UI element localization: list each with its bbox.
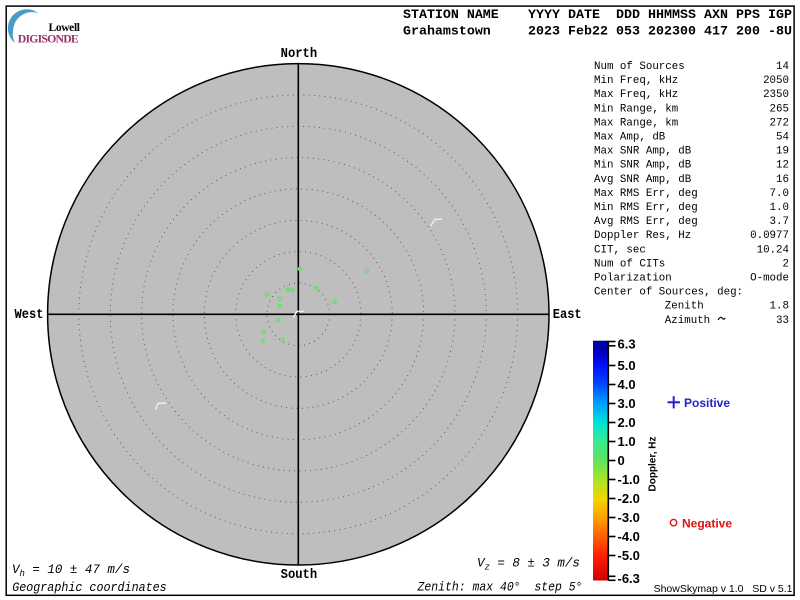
svg-text:Zenith: max 40° step 5°: Zenith: max 40° step 5° <box>417 580 583 595</box>
svg-text:Num of CITs: Num of CITs <box>594 258 665 270</box>
svg-text:Grahamstown: Grahamstown <box>403 24 491 39</box>
svg-text:CIT, sec: CIT, sec <box>594 244 646 256</box>
svg-text:Max Range, km: Max Range, km <box>594 117 678 129</box>
svg-text:33: 33 <box>776 315 789 327</box>
svg-text:Positive: Positive <box>684 396 730 410</box>
svg-text:North: North <box>281 46 318 62</box>
svg-text:2.0: 2.0 <box>618 415 636 430</box>
svg-text:19: 19 <box>776 146 789 158</box>
svg-text:2050: 2050 <box>763 75 789 87</box>
svg-text:0: 0 <box>618 453 625 468</box>
svg-text:Doppler Res, Hz: Doppler Res, Hz <box>594 230 691 242</box>
svg-text:4.0: 4.0 <box>618 377 636 392</box>
svg-text:Avg SNR Amp, dB: Avg SNR Amp, dB <box>594 174 692 186</box>
svg-text:1.0: 1.0 <box>618 434 636 449</box>
svg-text:1.0: 1.0 <box>770 202 789 214</box>
svg-text:Vh = 10 ± 47 m/s: Vh = 10 ± 47 m/s <box>12 563 130 579</box>
svg-text:South: South <box>281 567 318 583</box>
svg-text:-2.0: -2.0 <box>618 491 640 506</box>
svg-text:Azimuth: Azimuth <box>665 315 710 327</box>
svg-text:Max RMS Err, deg: Max RMS Err, deg <box>594 188 698 200</box>
svg-text:DIGISONDE: DIGISONDE <box>18 31 79 45</box>
svg-text:O-mode: O-mode <box>750 273 789 285</box>
svg-text:2350: 2350 <box>763 89 789 101</box>
svg-text:2023 Feb22 053 202300 417 200: 2023 Feb22 053 202300 417 200 -8U <box>528 24 792 39</box>
svg-text:East: East <box>553 307 582 323</box>
svg-text:-4.0: -4.0 <box>618 529 640 544</box>
svg-text:Zenith: Zenith <box>665 301 704 313</box>
svg-text:Avg RMS Err, deg: Avg RMS Err, deg <box>594 216 698 228</box>
svg-text:YYYY DATE DDD HHMMSS AXN PPS: YYYY DATE DDD HHMMSS AXN PPS IGP <box>528 7 792 22</box>
svg-text:-1.0: -1.0 <box>618 472 640 487</box>
svg-text:Min Range, km: Min Range, km <box>594 103 678 115</box>
svg-text:ShowSkymap v 1.0 SD v 5.1: ShowSkymap v 1.0 SD v 5.1 <box>654 583 793 595</box>
svg-text:Polarization: Polarization <box>594 273 672 285</box>
svg-text:Min RMS Err, deg: Min RMS Err, deg <box>594 202 698 214</box>
svg-text:3.0: 3.0 <box>618 396 636 411</box>
svg-text:7.0: 7.0 <box>770 188 789 200</box>
svg-text:54: 54 <box>776 132 789 144</box>
svg-text:5.0: 5.0 <box>618 358 636 373</box>
svg-text:Negative: Negative <box>682 517 732 531</box>
svg-text:Max Freq, kHz: Max Freq, kHz <box>594 89 678 101</box>
svg-text:STATION NAME: STATION NAME <box>403 7 499 22</box>
svg-text:Max SNR Amp, dB: Max SNR Amp, dB <box>594 146 692 158</box>
svg-text:-6.3: -6.3 <box>618 571 640 586</box>
svg-text:-5.0: -5.0 <box>618 548 640 563</box>
svg-text:West: West <box>15 307 44 323</box>
svg-text:Doppler, Hz: Doppler, Hz <box>648 436 659 491</box>
svg-text:-3.0: -3.0 <box>618 510 640 525</box>
svg-text:6.3: 6.3 <box>618 336 636 351</box>
svg-text:14: 14 <box>776 61 789 73</box>
svg-text:10.24: 10.24 <box>757 244 789 256</box>
svg-text:16: 16 <box>776 174 789 186</box>
svg-text:Vz = 8 ± 3 m/s: Vz = 8 ± 3 m/s <box>477 557 580 573</box>
svg-text:3.7: 3.7 <box>770 216 789 228</box>
svg-text:Min Freq, kHz: Min Freq, kHz <box>594 75 678 87</box>
svg-text:2: 2 <box>783 258 789 270</box>
svg-text:Max Amp, dB: Max Amp, dB <box>594 132 666 144</box>
svg-text:1.8: 1.8 <box>770 301 789 313</box>
svg-text:12: 12 <box>776 160 789 172</box>
svg-text:Geographic coordinates: Geographic coordinates <box>12 581 167 595</box>
svg-text:Lowell: Lowell <box>49 22 81 34</box>
svg-text:Center of Sources, deg:: Center of Sources, deg: <box>594 287 743 299</box>
svg-text:Num of Sources: Num of Sources <box>594 61 685 73</box>
svg-text:272: 272 <box>770 117 789 129</box>
svg-text:0.0977: 0.0977 <box>750 230 789 242</box>
svg-text:265: 265 <box>770 103 789 115</box>
svg-text:Min SNR Amp, dB: Min SNR Amp, dB <box>594 160 692 172</box>
